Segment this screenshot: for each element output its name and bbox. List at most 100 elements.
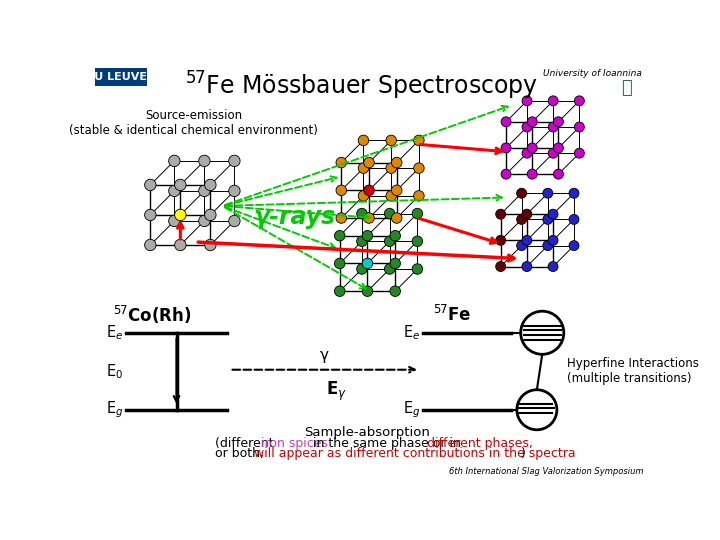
Circle shape [204,209,216,221]
Text: E$_0$: E$_0$ [107,362,123,381]
Circle shape [145,209,156,221]
Text: ): ) [521,447,526,460]
Circle shape [392,157,402,168]
Text: will appear as different contributions in the spectra: will appear as different contributions i… [253,447,575,460]
Circle shape [390,258,400,269]
Text: E$_g$: E$_g$ [106,400,123,420]
Text: Hyperfine Interactions
(multiple transitions): Hyperfine Interactions (multiple transit… [567,357,699,385]
Text: E$_e$: E$_e$ [106,323,123,342]
Circle shape [358,135,369,146]
Circle shape [335,231,345,241]
Circle shape [392,185,402,195]
Circle shape [358,163,369,173]
Circle shape [412,264,423,274]
Text: Source-emission
(stable & identical chemical environment): Source-emission (stable & identical chem… [69,110,318,138]
Circle shape [384,236,395,247]
Circle shape [229,215,240,227]
Circle shape [199,155,210,167]
Circle shape [175,209,186,221]
Circle shape [575,148,585,158]
Circle shape [386,191,397,201]
Circle shape [501,169,511,179]
Circle shape [145,239,156,251]
Bar [95,68,148,86]
Text: University of Ioannina: University of Ioannina [543,70,642,78]
Circle shape [495,209,505,219]
Circle shape [521,311,564,354]
Circle shape [548,122,558,132]
Text: E$_g$: E$_g$ [403,400,420,420]
Circle shape [175,239,186,251]
Circle shape [358,191,369,201]
Circle shape [495,261,505,272]
Circle shape [356,236,367,247]
Circle shape [517,214,526,225]
Circle shape [554,169,563,179]
Text: E$_\gamma$: E$_\gamma$ [326,380,347,403]
Circle shape [168,215,180,227]
Circle shape [336,213,346,224]
Text: iron spices: iron spices [261,437,328,450]
Circle shape [548,148,558,158]
Circle shape [204,239,216,251]
Text: $^{57}$Fe: $^{57}$Fe [433,305,472,325]
Circle shape [527,169,537,179]
Circle shape [527,117,537,127]
Circle shape [229,155,240,167]
Circle shape [362,231,373,241]
Circle shape [392,213,402,224]
Circle shape [390,231,400,241]
Circle shape [335,258,345,269]
Circle shape [199,185,210,197]
Circle shape [168,155,180,167]
Text: (different: (different [215,437,277,450]
Text: γ-rays: γ-rays [253,205,336,229]
Circle shape [364,213,374,224]
Circle shape [517,241,526,251]
Circle shape [495,235,505,245]
Circle shape [199,215,210,227]
Text: $^{57}$Fe Mössbauer Spectroscopy: $^{57}$Fe Mössbauer Spectroscopy [185,70,538,102]
Text: γ: γ [320,348,329,363]
Circle shape [204,179,216,191]
Circle shape [527,143,537,153]
Text: E$_e$: E$_e$ [403,323,420,342]
Circle shape [522,122,532,132]
Circle shape [548,235,558,245]
Circle shape [548,96,558,106]
Circle shape [543,241,553,251]
Circle shape [517,188,526,198]
Circle shape [384,264,395,274]
Circle shape [517,390,557,430]
Circle shape [229,185,240,197]
Circle shape [168,185,180,197]
Circle shape [543,188,553,198]
Circle shape [413,191,424,201]
Circle shape [336,157,346,168]
Text: 6th International Slag Valorization Symposium: 6th International Slag Valorization Symp… [449,467,643,476]
Circle shape [390,286,400,296]
Circle shape [175,179,186,191]
Circle shape [386,163,397,173]
Circle shape [569,188,579,198]
Circle shape [362,286,373,296]
Text: 🦅: 🦅 [621,79,632,97]
Circle shape [386,135,397,146]
Circle shape [501,117,511,127]
Circle shape [501,143,511,153]
Circle shape [522,148,532,158]
Circle shape [413,163,424,173]
Circle shape [569,241,579,251]
Circle shape [575,122,585,132]
Text: $^{57}$Co(Rh): $^{57}$Co(Rh) [112,304,191,326]
Circle shape [548,209,558,219]
Circle shape [554,117,563,127]
Circle shape [548,261,558,272]
Circle shape [412,208,423,219]
Circle shape [554,143,563,153]
Text: KU LEUVEN: KU LEUVEN [86,72,156,82]
Circle shape [569,214,579,225]
Circle shape [356,208,367,219]
Circle shape [356,264,367,274]
Circle shape [522,235,532,245]
